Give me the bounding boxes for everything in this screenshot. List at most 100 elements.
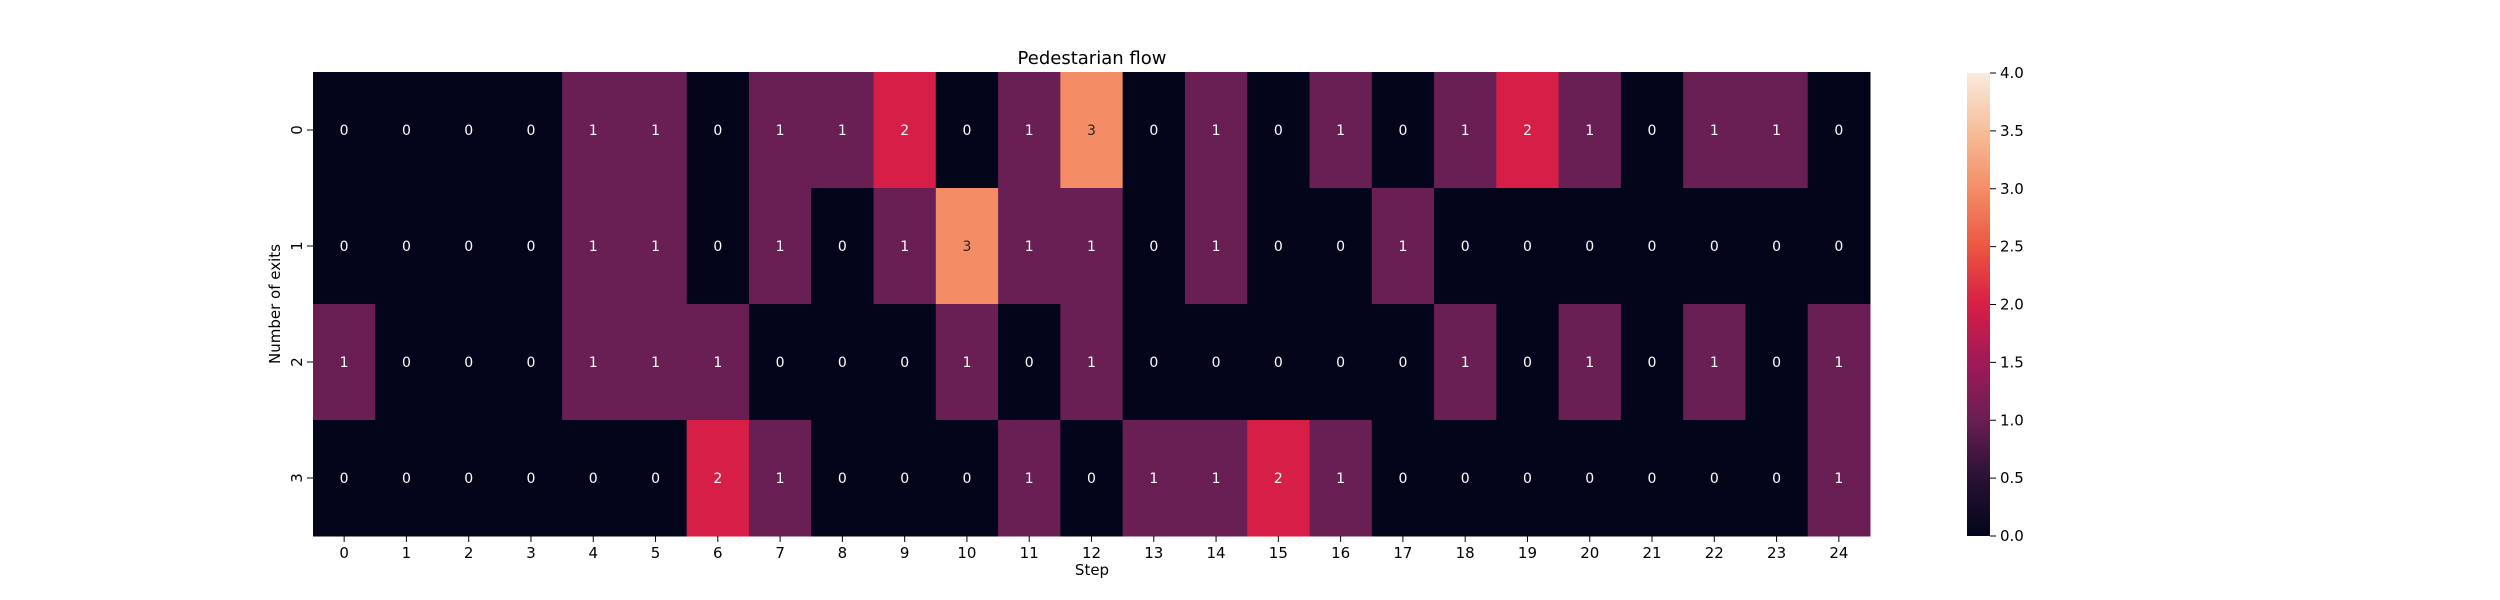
heatmap-cell	[1371, 188, 1435, 305]
cell-value-label: 0	[340, 239, 349, 255]
cell-value-label: 1	[1585, 123, 1594, 139]
cell-value-label: 0	[1648, 355, 1657, 371]
cell-value-label: 0	[1461, 239, 1470, 255]
cell-value-label: 1	[651, 239, 660, 255]
cell-value-label: 0	[1149, 123, 1158, 139]
cell-value-label: 0	[838, 471, 847, 487]
heatmap-cell	[686, 420, 750, 537]
cell-value-label: 0	[527, 123, 536, 139]
heatmap-cell	[1184, 304, 1248, 421]
cell-value-label: 1	[713, 355, 722, 371]
cell-value-label: 0	[1149, 239, 1158, 255]
heatmap-cell	[686, 188, 750, 305]
cell-value-label: 1	[589, 239, 598, 255]
x-tick-label: 24	[1829, 544, 1848, 562]
cell-value-label: 1	[1398, 239, 1407, 255]
colorbar-tick-label: 3.5	[2000, 122, 2024, 140]
heatmap-cell	[499, 188, 563, 305]
heatmap-cell	[1371, 420, 1435, 537]
heatmap-cell	[1558, 420, 1622, 537]
colorbar-gradient	[1967, 73, 1990, 536]
colorbar-tick-label: 1.5	[2000, 353, 2024, 371]
cell-value-label: 0	[1772, 471, 1781, 487]
heatmap-cell	[1309, 420, 1373, 537]
cell-value-label: 1	[776, 123, 785, 139]
x-tick-label: 8	[838, 544, 848, 562]
cell-value-label: 1	[1212, 239, 1221, 255]
cell-value-label: 1	[651, 123, 660, 139]
x-tick-label: 5	[651, 544, 661, 562]
heatmap-cell	[437, 420, 501, 537]
cell-value-label: 1	[589, 355, 598, 371]
heatmap-cell	[1496, 304, 1560, 421]
heatmap-cell	[1060, 188, 1124, 305]
cell-value-label: 0	[1523, 471, 1532, 487]
cell-value-label: 0	[527, 471, 536, 487]
heatmap-cell	[1620, 420, 1684, 537]
cell-value-label: 0	[1523, 355, 1532, 371]
cell-value-label: 0	[527, 239, 536, 255]
heatmap-cell	[873, 420, 937, 537]
cell-value-label: 1	[1025, 123, 1034, 139]
cell-value-label: 0	[1149, 355, 1158, 371]
cell-value-label: 1	[900, 239, 909, 255]
x-tick-label: 23	[1767, 544, 1786, 562]
cell-value-label: 1	[1585, 355, 1594, 371]
cell-value-label: 2	[1523, 123, 1532, 139]
heatmap-cell	[499, 72, 563, 189]
heatmap-cell	[624, 188, 688, 305]
cell-value-label: 0	[1274, 123, 1283, 139]
heatmap-cell	[1247, 304, 1310, 421]
cell-value-label: 0	[1398, 355, 1407, 371]
cell-value-label: 0	[1398, 471, 1407, 487]
cell-value-label: 0	[1834, 239, 1843, 255]
cell-value-label: 0	[900, 471, 909, 487]
x-tick-label: 18	[1456, 544, 1475, 562]
heatmap-cell	[1807, 420, 1871, 537]
colorbar-tick-label: 0.0	[2000, 527, 2024, 545]
heatmap-cell	[1620, 72, 1684, 189]
cell-value-label: 3	[962, 239, 971, 255]
cell-value-label: 0	[1274, 239, 1283, 255]
cell-value-label: 1	[1149, 471, 1158, 487]
heatmap-cell	[1122, 304, 1186, 421]
heatmap-cell	[1247, 72, 1310, 189]
x-tick-label: 21	[1642, 544, 1661, 562]
cell-value-label: 0	[651, 471, 660, 487]
cell-value-label: 0	[1834, 123, 1843, 139]
colorbar-tick-label: 0.5	[2000, 469, 2024, 487]
cell-value-label: 0	[1087, 471, 1096, 487]
heatmap-cell	[1620, 188, 1684, 305]
heatmap-cell	[1184, 188, 1248, 305]
cell-value-label: 0	[402, 239, 411, 255]
cell-value-label: 0	[340, 123, 349, 139]
y-tick-label: 0	[288, 125, 306, 135]
heatmap-cell	[998, 188, 1061, 305]
heatmap-cell	[1371, 72, 1435, 189]
x-tick-label: 15	[1269, 544, 1288, 562]
heatmap-cell	[1558, 188, 1622, 305]
cell-value-label: 0	[838, 239, 847, 255]
cell-value-label: 0	[464, 239, 473, 255]
heatmap-cell	[873, 188, 937, 305]
cell-value-label: 0	[1772, 355, 1781, 371]
cell-value-label: 1	[651, 355, 660, 371]
cell-value-label: 0	[1648, 123, 1657, 139]
cell-value-label: 1	[1710, 123, 1719, 139]
cell-value-label: 1	[1461, 355, 1470, 371]
heatmap-cell	[1496, 188, 1560, 305]
cell-value-label: 0	[1274, 355, 1283, 371]
heatmap-cell	[1060, 420, 1124, 537]
x-tick-label: 7	[775, 544, 785, 562]
heatmap-cell	[1745, 72, 1809, 189]
y-tick-label: 3	[288, 473, 306, 483]
y-axis-title: Number of exits	[266, 244, 284, 364]
heatmap-cell	[1371, 304, 1435, 421]
cell-value-label: 1	[1336, 123, 1345, 139]
cell-value-label: 0	[1585, 471, 1594, 487]
heatmap-cell	[1683, 420, 1746, 537]
cell-value-label: 0	[589, 471, 598, 487]
heatmap-cell	[562, 72, 625, 189]
heatmap-cell	[1683, 188, 1746, 305]
heatmap-cell	[1122, 72, 1186, 189]
